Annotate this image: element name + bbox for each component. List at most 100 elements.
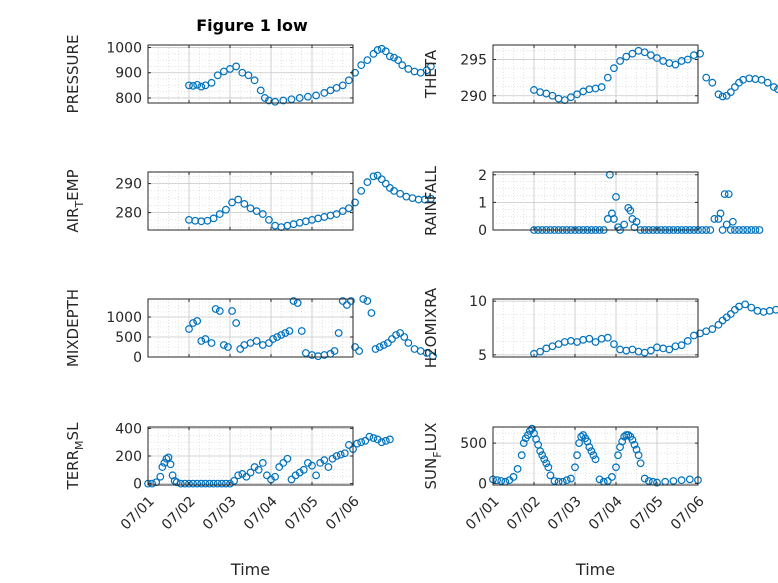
data-point xyxy=(265,215,273,224)
data-point xyxy=(250,76,259,85)
data-point xyxy=(209,479,218,488)
data-point xyxy=(714,320,723,329)
data-point xyxy=(162,454,171,463)
data-point xyxy=(726,88,735,97)
data-point xyxy=(769,83,778,91)
data-point xyxy=(381,179,390,188)
data-point xyxy=(176,479,185,488)
data-point xyxy=(540,455,549,464)
data-point xyxy=(741,300,750,309)
data-point xyxy=(396,329,405,337)
data-point xyxy=(345,76,353,85)
data-point xyxy=(640,474,649,483)
data-point xyxy=(400,333,409,341)
data-point xyxy=(164,453,173,462)
data-point xyxy=(671,60,680,69)
data-point xyxy=(361,436,370,445)
data-point xyxy=(207,339,216,347)
y-tick-label: 280 xyxy=(115,206,142,222)
data-point xyxy=(620,220,629,229)
data-point xyxy=(172,478,181,487)
data-point xyxy=(585,334,594,343)
data-point xyxy=(702,226,711,234)
data-point xyxy=(230,476,239,485)
data-point xyxy=(739,226,747,234)
y-axis-label: TERRMSL xyxy=(64,422,86,491)
data-point xyxy=(587,447,596,456)
data-point xyxy=(726,310,735,318)
data-point xyxy=(228,198,236,207)
data-point xyxy=(166,460,175,469)
y-tick-label: 200 xyxy=(115,449,142,465)
data-point xyxy=(283,454,292,463)
data-point xyxy=(542,459,551,468)
data-point xyxy=(263,471,271,480)
data-point xyxy=(630,440,639,449)
data-point xyxy=(217,479,226,488)
plot-area xyxy=(148,299,353,357)
data-point xyxy=(293,299,302,307)
data-point xyxy=(626,206,635,215)
data-point xyxy=(377,438,386,447)
data-point xyxy=(747,303,756,312)
data-point xyxy=(571,463,579,472)
data-point xyxy=(763,78,772,87)
data-point xyxy=(185,81,193,90)
data-point xyxy=(265,339,273,347)
y-tick-label: 1 xyxy=(478,195,487,211)
data-point xyxy=(677,341,686,350)
data-point xyxy=(685,475,694,484)
data-point xyxy=(332,210,341,218)
data-point xyxy=(158,463,167,471)
x-axis-label: Time xyxy=(230,560,270,579)
data-point xyxy=(242,472,251,481)
data-point xyxy=(379,341,388,349)
data-point xyxy=(363,297,372,305)
subplot-6: 5 10 H2OMIXRA xyxy=(422,287,778,368)
data-point xyxy=(355,347,364,355)
data-point xyxy=(193,479,202,488)
data-point xyxy=(577,432,586,441)
data-point xyxy=(610,340,618,349)
data-point xyxy=(332,452,341,460)
series-1 xyxy=(185,295,437,361)
data-point xyxy=(336,450,345,459)
data-point xyxy=(375,343,384,351)
data-point xyxy=(369,434,378,442)
y-tick-label: 0 xyxy=(133,477,142,493)
data-point xyxy=(330,347,339,355)
data-point xyxy=(610,64,618,73)
data-point xyxy=(390,186,398,195)
series-1 xyxy=(530,46,778,104)
data-point xyxy=(345,441,353,449)
data-point xyxy=(573,451,581,460)
data-point xyxy=(612,463,620,472)
data-point xyxy=(628,435,637,444)
data-point xyxy=(312,471,321,480)
data-point xyxy=(189,479,198,488)
data-point xyxy=(260,94,269,102)
data-point xyxy=(608,473,616,481)
data-point xyxy=(589,451,598,460)
y-tick-label: 1000 xyxy=(106,310,142,326)
data-point xyxy=(273,333,282,341)
series-1 xyxy=(185,44,435,106)
data-point xyxy=(271,472,280,481)
data-point xyxy=(213,479,222,488)
data-point xyxy=(757,75,766,84)
data-point xyxy=(383,339,392,347)
axes-frame xyxy=(492,298,699,358)
data-point xyxy=(493,476,502,485)
data-point xyxy=(683,336,692,345)
axes-frame xyxy=(492,44,699,104)
data-point xyxy=(369,172,378,181)
data-point xyxy=(189,81,198,90)
y-tick-label: 295 xyxy=(460,53,487,69)
data-point xyxy=(308,461,316,470)
data-point xyxy=(706,226,715,234)
data-point xyxy=(381,47,390,56)
data-point xyxy=(342,301,351,309)
data-point xyxy=(347,297,355,305)
data-point xyxy=(279,459,288,467)
